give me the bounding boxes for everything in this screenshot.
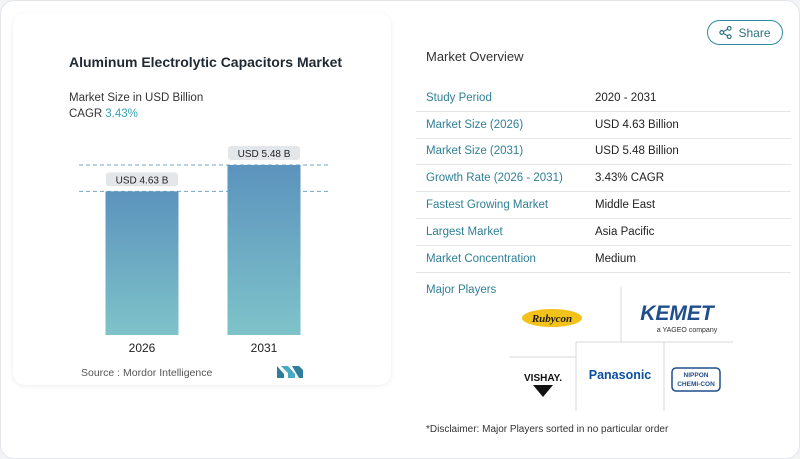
- overview-row-study-period: Study Period 2020 - 2031: [416, 85, 791, 112]
- kemet-logo: KEMET a YAGEO company: [640, 302, 717, 334]
- overview-value: 2020 - 2031: [595, 91, 657, 104]
- overview-row-fastest-growing: Fastest Growing Market Middle East: [416, 192, 791, 219]
- svg-text:Rubycon: Rubycon: [531, 313, 572, 325]
- svg-text:VISHAY.: VISHAY.: [524, 373, 562, 384]
- mordor-intelligence-logo: [277, 366, 303, 378]
- overview-value: Medium: [595, 252, 636, 265]
- bar-chart: USD 4.63 B 2026 USD 5.48 B 2031: [79, 146, 329, 355]
- panasonic-logo: Panasonic: [589, 368, 652, 382]
- overview-value: USD 4.63 Billion: [595, 118, 679, 131]
- overview-row-largest-market: Largest Market Asia Pacific: [416, 219, 791, 246]
- overview-row-market-size-2026: Market Size (2026) USD 4.63 Billion: [416, 112, 791, 139]
- svg-text:CHEMI-CON: CHEMI-CON: [677, 381, 715, 388]
- rubycon-logo: Rubycon: [522, 309, 582, 327]
- overview-row-growth-rate: Growth Rate (2026 - 2031) 3.43% CAGR: [416, 165, 791, 193]
- overview-key: Market Size (2026): [426, 118, 524, 131]
- bar-2031: [227, 165, 301, 335]
- share-icon: [719, 26, 733, 39]
- share-button[interactable]: Share: [707, 20, 783, 45]
- source-note: Source : Mordor Intelligence: [81, 367, 213, 379]
- overview-row-market-size-2031: Market Size (2031) USD 5.48 Billion: [416, 139, 791, 166]
- svg-text:KEMET: KEMET: [640, 302, 716, 325]
- data-label-bg: [106, 172, 178, 187]
- data-label: USD 5.48 B: [238, 149, 291, 160]
- overview-key: Market Size (2031): [426, 145, 524, 158]
- overview-key: Fastest Growing Market: [426, 199, 549, 212]
- cagr-line: CAGR 3.43%: [69, 108, 138, 120]
- cagr-value: 3.43%: [105, 108, 138, 120]
- vishay-logo: VISHAY.: [524, 373, 562, 397]
- overview-key: Market Concentration: [426, 252, 536, 265]
- nippon-chemi-con-logo: NIPPON CHEMI-CON: [671, 367, 721, 392]
- chart-card: [13, 13, 391, 385]
- overview-key: Largest Market: [426, 225, 503, 238]
- overview-row-concentration: Market Concentration Medium: [416, 246, 791, 273]
- bar-2026: [105, 191, 179, 335]
- svg-text:NIPPON: NIPPON: [684, 372, 709, 379]
- x-tick-label: 2026: [129, 341, 156, 355]
- overview-key: Study Period: [426, 91, 492, 104]
- major-players-title: Major Players: [426, 284, 497, 296]
- overview-key: Growth Rate (2026 - 2031): [426, 172, 563, 185]
- overview-value: 3.43% CAGR: [595, 172, 665, 185]
- overview-title: Market Overview: [426, 49, 524, 64]
- overview-value: Middle East: [595, 199, 656, 212]
- chart-title: Aluminum Electrolytic Capacitors Market: [69, 54, 343, 70]
- overview-table: Study Period 2020 - 2031 Market Size (20…: [416, 85, 791, 273]
- cagr-label: CAGR: [69, 108, 103, 120]
- data-label: USD 4.63 B: [116, 175, 169, 186]
- major-players-logos: Rubycon KEMET a YAGEO company VISHAY. Pa…: [509, 287, 733, 411]
- overview-value: Asia Pacific: [595, 225, 655, 238]
- chart-subtitle: Market Size in USD Billion: [69, 92, 204, 104]
- data-label-bg: [228, 146, 300, 160]
- share-label: Share: [738, 25, 771, 40]
- svg-text:Panasonic: Panasonic: [589, 368, 652, 382]
- overview-value: USD 5.48 Billion: [595, 145, 679, 158]
- disclaimer: *Disclaimer: Major Players sorted in no …: [426, 424, 669, 435]
- x-tick-label: 2031: [251, 341, 278, 355]
- svg-text:a YAGEO company: a YAGEO company: [657, 327, 718, 334]
